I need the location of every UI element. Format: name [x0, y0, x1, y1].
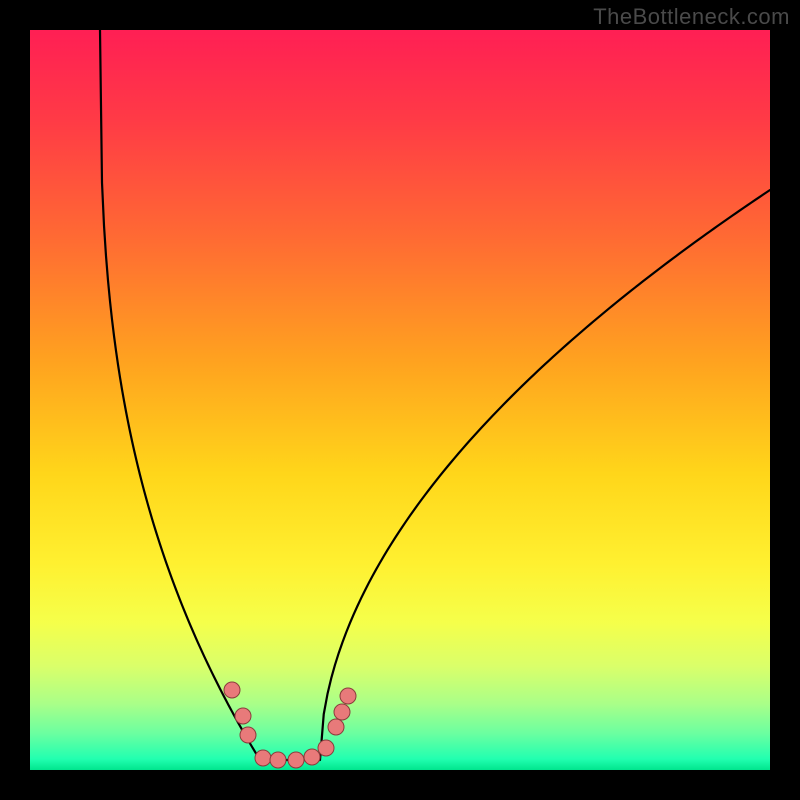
data-marker [240, 727, 256, 743]
data-marker [318, 740, 334, 756]
data-marker [328, 719, 344, 735]
chart-container: TheBottleneck.com [0, 0, 800, 800]
data-marker [255, 750, 271, 766]
watermark-text: TheBottleneck.com [593, 4, 790, 30]
data-marker [304, 749, 320, 765]
data-marker [288, 752, 304, 768]
data-marker [334, 704, 350, 720]
data-marker [270, 752, 286, 768]
plot-background-gradient [30, 30, 770, 770]
chart-svg [0, 0, 800, 800]
data-marker [235, 708, 251, 724]
data-marker [340, 688, 356, 704]
data-marker [224, 682, 240, 698]
